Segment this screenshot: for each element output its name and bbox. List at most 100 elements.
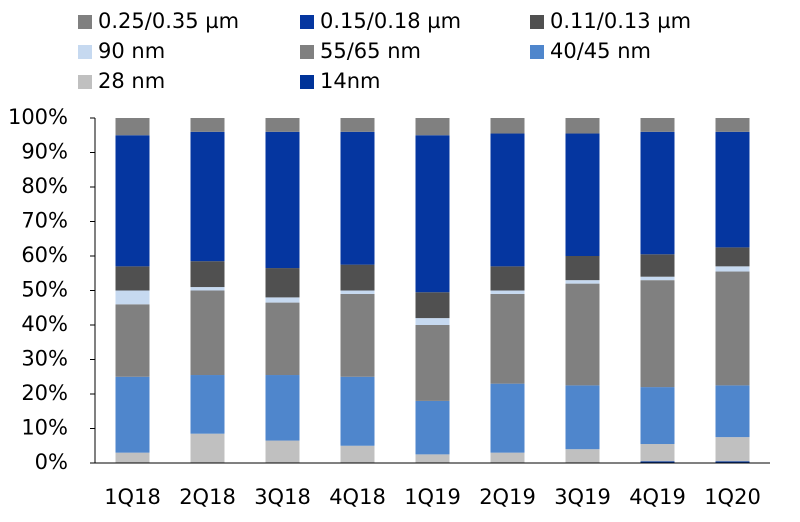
bar-segment xyxy=(340,293,375,377)
legend-swatch xyxy=(300,45,314,59)
y-tick-label: 100% xyxy=(8,105,68,129)
bar-segment xyxy=(715,131,750,248)
bar-segment xyxy=(190,118,225,132)
bar-segment xyxy=(340,131,375,265)
bar-segment xyxy=(490,383,525,453)
bar-segment xyxy=(715,385,750,438)
bar-segment xyxy=(265,297,300,303)
bar-segment xyxy=(340,118,375,132)
bar-segment xyxy=(415,325,450,401)
bar-segment xyxy=(640,118,675,132)
bar-segment xyxy=(490,266,525,291)
bar-segment xyxy=(565,280,600,284)
bar-segment xyxy=(565,256,600,281)
bar-segment xyxy=(415,454,450,463)
bar-segment xyxy=(340,264,375,291)
legend-label: 0.11/0.13 µm xyxy=(550,9,691,33)
bar-segment xyxy=(565,133,600,256)
bar-segment xyxy=(115,376,150,453)
bar-segment xyxy=(490,133,525,267)
bar-segment xyxy=(265,440,300,463)
bar-segment xyxy=(490,452,525,463)
bar-segment xyxy=(715,271,750,386)
legend-label: 40/45 nm xyxy=(550,39,651,63)
y-tick-label: 70% xyxy=(21,209,68,233)
bar-segment xyxy=(565,385,600,450)
bar-segment xyxy=(640,276,675,281)
y-tick-label: 30% xyxy=(21,347,68,371)
bar-segment xyxy=(115,118,150,136)
bar-segment xyxy=(565,283,600,386)
bar-segment xyxy=(640,254,675,277)
legend-label: 28 nm xyxy=(98,69,165,93)
bar-segment xyxy=(565,118,600,134)
bar-segment xyxy=(715,118,750,132)
legend-swatch xyxy=(530,45,544,59)
bar-segment xyxy=(115,304,150,377)
bar-segment xyxy=(190,433,225,463)
bar-segment xyxy=(715,437,750,462)
bar-segment xyxy=(490,290,525,294)
bar-segment xyxy=(115,266,150,291)
legend-label: 0.15/0.18 µm xyxy=(320,9,461,33)
x-tick-label: 3Q18 xyxy=(254,485,311,509)
bar-segment xyxy=(640,280,675,388)
bar-segment xyxy=(190,375,225,434)
bar-segment xyxy=(715,266,750,272)
bar-segment xyxy=(340,445,375,463)
x-tick-label: 2Q19 xyxy=(479,485,536,509)
legend-swatch xyxy=(78,45,92,59)
y-tick-label: 90% xyxy=(21,140,68,164)
bar-segment xyxy=(640,387,675,445)
x-tick-label: 4Q18 xyxy=(329,485,386,509)
bar-segment xyxy=(190,287,225,291)
legend-swatch xyxy=(300,75,314,89)
x-tick-label: 2Q18 xyxy=(179,485,236,509)
legend-label: 14nm xyxy=(320,69,381,93)
x-tick-label: 3Q19 xyxy=(554,485,611,509)
y-tick-label: 80% xyxy=(21,174,68,198)
bar-segment xyxy=(415,318,450,325)
y-tick-label: 50% xyxy=(21,278,68,302)
bar-segment xyxy=(265,118,300,132)
legend-label: 90 nm xyxy=(98,39,165,63)
legend-swatch xyxy=(530,15,544,29)
bar-segment xyxy=(265,302,300,376)
bar-segment xyxy=(565,449,600,463)
x-tick-label: 4Q19 xyxy=(629,485,686,509)
bar-segment xyxy=(115,452,150,463)
x-tick-label: 1Q20 xyxy=(704,485,761,509)
bar-segment xyxy=(265,131,300,269)
legend-label: 55/65 nm xyxy=(320,39,421,63)
bar-segment xyxy=(265,375,300,441)
legend-swatch xyxy=(300,15,314,29)
bar-segment xyxy=(715,461,750,463)
y-tick-label: 0% xyxy=(35,450,68,474)
bar-segment xyxy=(415,400,450,455)
x-tick-label: 1Q18 xyxy=(104,485,161,509)
legend-swatch xyxy=(78,75,92,89)
bar-segment xyxy=(190,131,225,262)
bar-segment xyxy=(415,292,450,319)
bar-segment xyxy=(715,247,750,267)
x-tick-label: 1Q19 xyxy=(404,485,461,509)
bar-segment xyxy=(115,135,150,267)
legend-label: 0.25/0.35 µm xyxy=(98,9,239,33)
bar-segment xyxy=(340,290,375,294)
bar-segment xyxy=(340,376,375,446)
bar-segment xyxy=(415,135,450,293)
y-tick-label: 60% xyxy=(21,243,68,267)
bar-segment xyxy=(190,261,225,288)
bar-segment xyxy=(115,290,150,305)
bar-segment xyxy=(415,118,450,136)
bar-segment xyxy=(190,290,225,376)
y-tick-label: 40% xyxy=(21,312,68,336)
bar-segment xyxy=(265,268,300,298)
legend-swatch xyxy=(78,15,92,29)
y-tick-label: 10% xyxy=(21,416,68,440)
bar-segment xyxy=(640,444,675,462)
y-tick-label: 20% xyxy=(21,381,68,405)
bar-segment xyxy=(490,293,525,384)
